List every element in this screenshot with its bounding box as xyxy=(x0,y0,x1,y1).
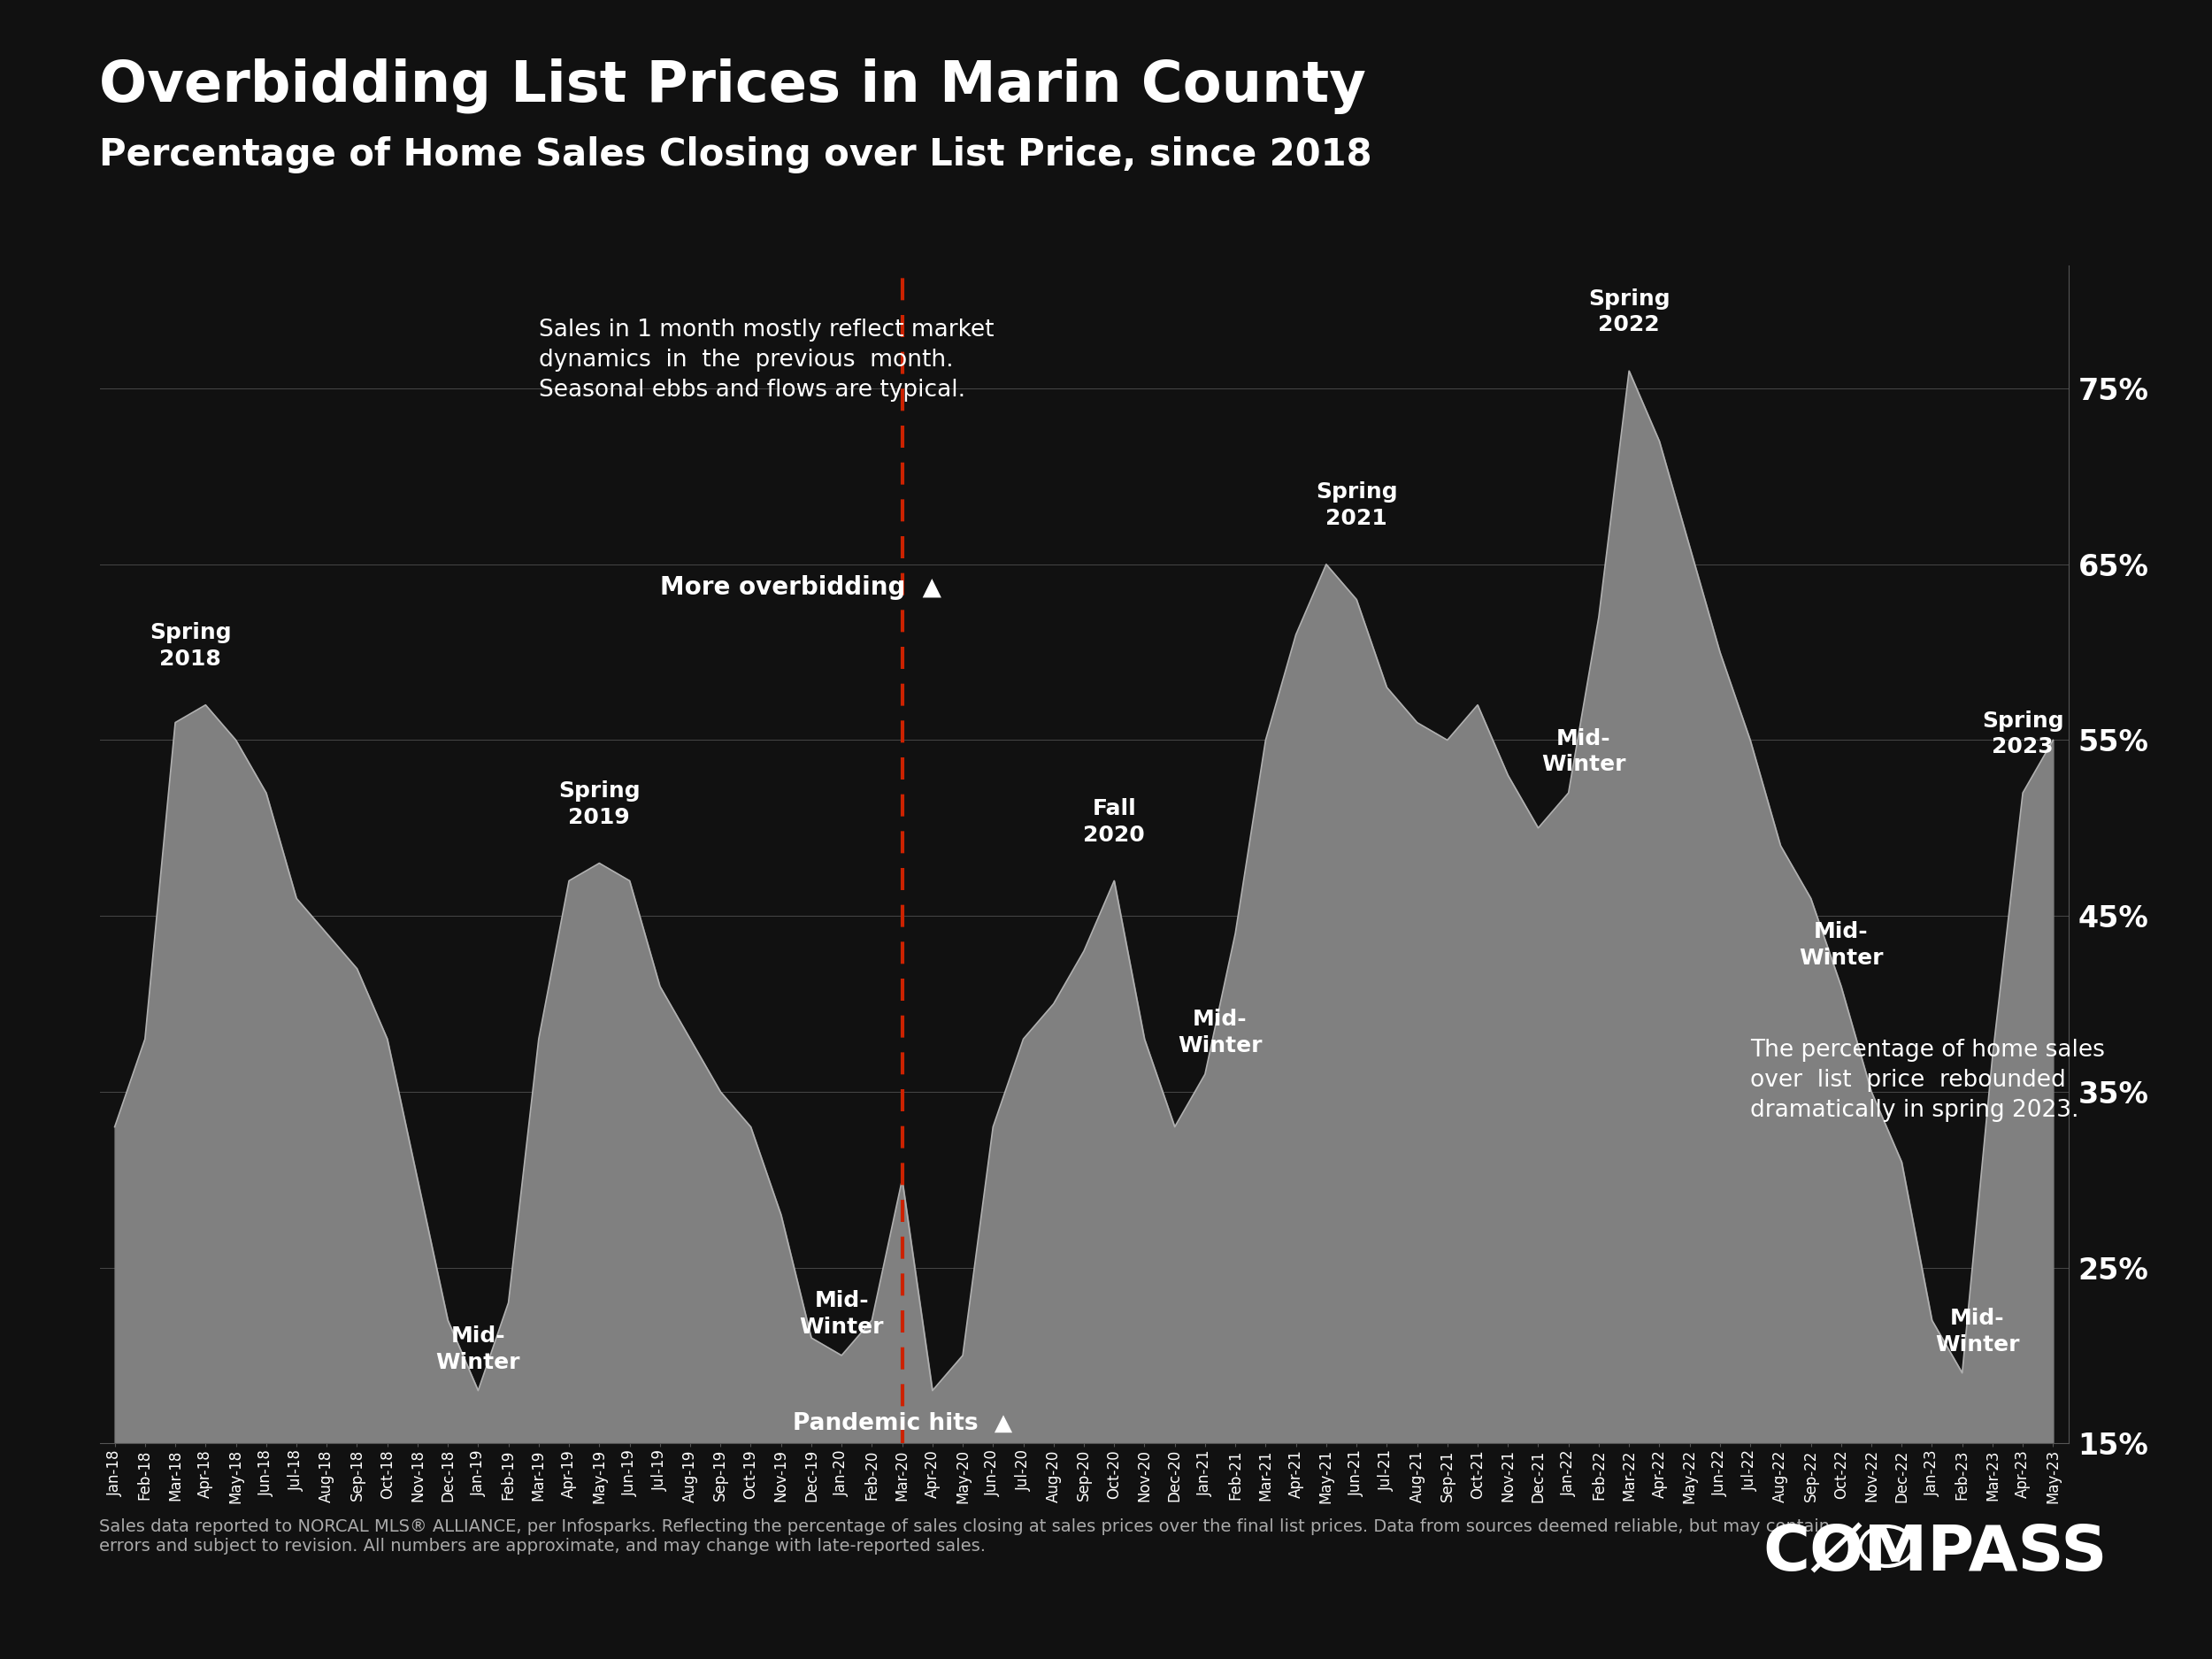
Text: Spring
2023: Spring 2023 xyxy=(1982,710,2064,758)
Text: Sales in 1 month mostly reflect market
dynamics  in  the  previous  month.
Seaso: Sales in 1 month mostly reflect market d… xyxy=(540,319,993,401)
Text: Percentage of Home Sales Closing over List Price, since 2018: Percentage of Home Sales Closing over Li… xyxy=(100,136,1371,173)
Text: Fall
2020: Fall 2020 xyxy=(1084,798,1146,846)
Text: Spring
2018: Spring 2018 xyxy=(150,622,232,670)
Text: The percentage of home sales
over  list  price  rebounded
dramatically in spring: The percentage of home sales over list p… xyxy=(1750,1039,2106,1121)
Text: More overbidding  ▲: More overbidding ▲ xyxy=(659,574,942,599)
Text: Sales data reported to NORCAL MLS® ALLIANCE, per Infosparks. Reflecting the perc: Sales data reported to NORCAL MLS® ALLIA… xyxy=(100,1518,1829,1554)
Text: Mid-
Winter: Mid- Winter xyxy=(1798,921,1882,969)
Text: Spring
2021: Spring 2021 xyxy=(1316,481,1398,529)
Text: Spring
2022: Spring 2022 xyxy=(1588,289,1670,335)
Text: Spring
2019: Spring 2019 xyxy=(557,780,639,828)
Text: Pandemic hits  ▲: Pandemic hits ▲ xyxy=(792,1412,1011,1435)
Text: Mid-
Winter: Mid- Winter xyxy=(1179,1009,1263,1057)
Text: Mid-
Winter: Mid- Winter xyxy=(799,1291,885,1337)
Text: CØMPASS: CØMPASS xyxy=(1763,1523,2108,1584)
Text: Mid-
Winter: Mid- Winter xyxy=(1936,1307,2020,1355)
Text: Mid-
Winter: Mid- Winter xyxy=(436,1326,520,1374)
Text: Overbidding List Prices in Marin County: Overbidding List Prices in Marin County xyxy=(100,58,1367,114)
Text: Mid-
Winter: Mid- Winter xyxy=(1542,728,1626,775)
